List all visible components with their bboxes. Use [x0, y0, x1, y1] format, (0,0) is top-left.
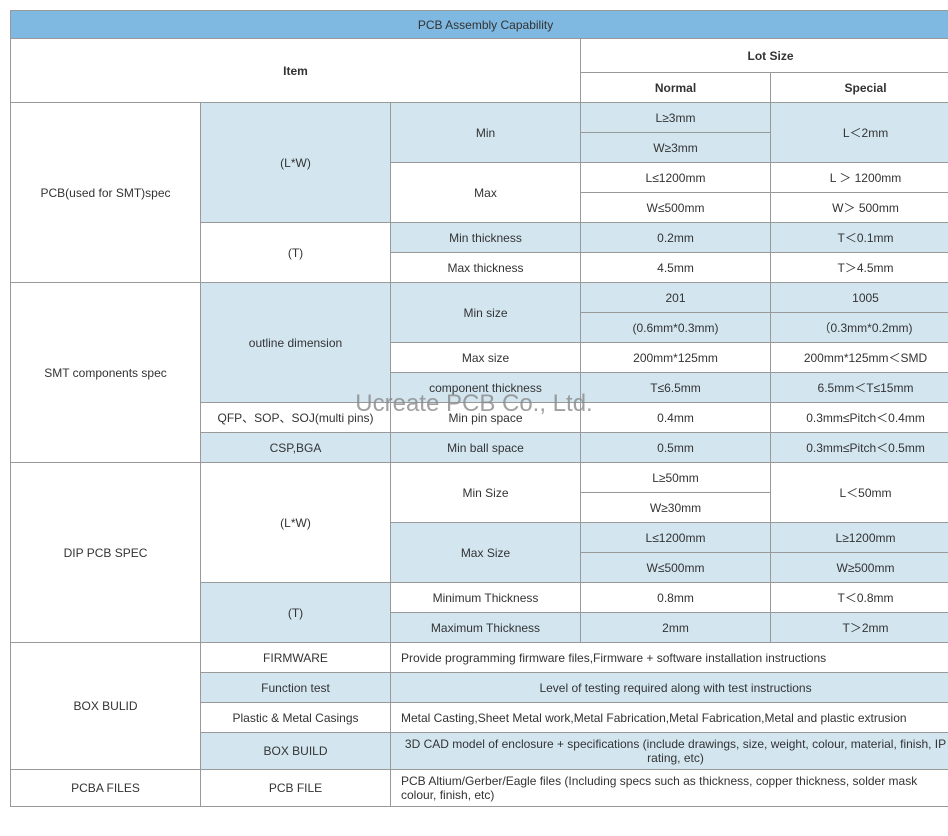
cell: （0.3mm*0.2mm)	[771, 313, 948, 343]
item-header: Item	[11, 39, 581, 103]
cell: 0.5mm	[581, 433, 771, 463]
cell: (T)	[201, 223, 391, 283]
cell: QFP、SOP、SOJ(multi pins)	[201, 403, 391, 433]
cell: T＜0.1mm	[771, 223, 948, 253]
cell: Min	[391, 103, 581, 163]
cell: Min Size	[391, 463, 581, 523]
cell: W≥3mm	[581, 133, 771, 163]
capability-table: PCB Assembly Capability Item Lot Size No…	[10, 10, 948, 807]
cell: outline dimension	[201, 283, 391, 403]
cell: 200mm*125mm	[581, 343, 771, 373]
cell: W＞ 500mm	[771, 193, 948, 223]
table-row: SMT components spec outline dimension Mi…	[11, 283, 948, 313]
cell: T＞4.5mm	[771, 253, 948, 283]
cell: CSP,BGA	[201, 433, 391, 463]
table-row: PCBA FILES PCB FILE PCB Altium/Gerber/Ea…	[11, 770, 948, 807]
cell: Max size	[391, 343, 581, 373]
table-row: BOX BULID FIRMWARE Provide programming f…	[11, 643, 948, 673]
cell: Min ball space	[391, 433, 581, 463]
cell: W≤500mm	[581, 553, 771, 583]
cell: Function test	[201, 673, 391, 703]
cell: T＜0.8mm	[771, 583, 948, 613]
cell: Plastic & Metal Casings	[201, 703, 391, 733]
cell: Max Size	[391, 523, 581, 583]
section-label: DIP PCB SPEC	[11, 463, 201, 643]
cell: T≤6.5mm	[581, 373, 771, 403]
cell: Provide programming firmware files,Firmw…	[391, 643, 948, 673]
cell: 1005	[771, 283, 948, 313]
cell: Level of testing required along with tes…	[391, 673, 948, 703]
cell: 0.4mm	[581, 403, 771, 433]
section-label: PCB(used for SMT)spec	[11, 103, 201, 283]
cell: 201	[581, 283, 771, 313]
title-row: PCB Assembly Capability	[11, 11, 948, 39]
table-row: DIP PCB SPEC (L*W) Min Size L≥50mm L＜50m…	[11, 463, 948, 493]
cell: L ＞ 1200mm	[771, 163, 948, 193]
cell: L≥3mm	[581, 103, 771, 133]
cell: Min thickness	[391, 223, 581, 253]
lotsize-header: Lot Size	[581, 39, 948, 73]
cell: L≤1200mm	[581, 163, 771, 193]
cell: BOX BUILD	[201, 733, 391, 770]
normal-header: Normal	[581, 73, 771, 103]
table-title: PCB Assembly Capability	[11, 11, 948, 39]
cell: PCB FILE	[201, 770, 391, 807]
table-row: PCB(used for SMT)spec (L*W) Min L≥3mm L＜…	[11, 103, 948, 133]
cell: 0.2mm	[581, 223, 771, 253]
cell: Max	[391, 163, 581, 223]
cell: 0.3mm≤Pitch＜0.5mm	[771, 433, 948, 463]
header-row-1: Item Lot Size	[11, 39, 948, 73]
cell: W≤500mm	[581, 193, 771, 223]
cell: 0.3mm≤Pitch＜0.4mm	[771, 403, 948, 433]
cell: Min size	[391, 283, 581, 343]
cell: Maximum Thickness	[391, 613, 581, 643]
cell: Max thickness	[391, 253, 581, 283]
cell: Minimum Thickness	[391, 583, 581, 613]
cell: component thickness	[391, 373, 581, 403]
cell: Min pin space	[391, 403, 581, 433]
cell: PCB Altium/Gerber/Eagle files (Including…	[391, 770, 948, 807]
section-label: PCBA FILES	[11, 770, 201, 807]
cell: 6.5mm＜T≤15mm	[771, 373, 948, 403]
cell: L＜2mm	[771, 103, 948, 163]
cell: (L*W)	[201, 103, 391, 223]
cell: L＜50mm	[771, 463, 948, 523]
cell: 4.5mm	[581, 253, 771, 283]
cell: (T)	[201, 583, 391, 643]
special-header: Special	[771, 73, 948, 103]
section-label: BOX BULID	[11, 643, 201, 770]
cell: L≥1200mm	[771, 523, 948, 553]
cell: L≥50mm	[581, 463, 771, 493]
cell: (L*W)	[201, 463, 391, 583]
cell: 0.8mm	[581, 583, 771, 613]
cell: W≥30mm	[581, 493, 771, 523]
cell: W≥500mm	[771, 553, 948, 583]
section-label: SMT components spec	[11, 283, 201, 463]
cell: (0.6mm*0.3mm)	[581, 313, 771, 343]
cell: FIRMWARE	[201, 643, 391, 673]
cell: Metal Casting,Sheet Metal work,Metal Fab…	[391, 703, 948, 733]
cell: 2mm	[581, 613, 771, 643]
cell: T＞2mm	[771, 613, 948, 643]
cell: 3D CAD model of enclosure + specificatio…	[391, 733, 948, 770]
cell: 200mm*125mm＜SMD	[771, 343, 948, 373]
cell: L≤1200mm	[581, 523, 771, 553]
